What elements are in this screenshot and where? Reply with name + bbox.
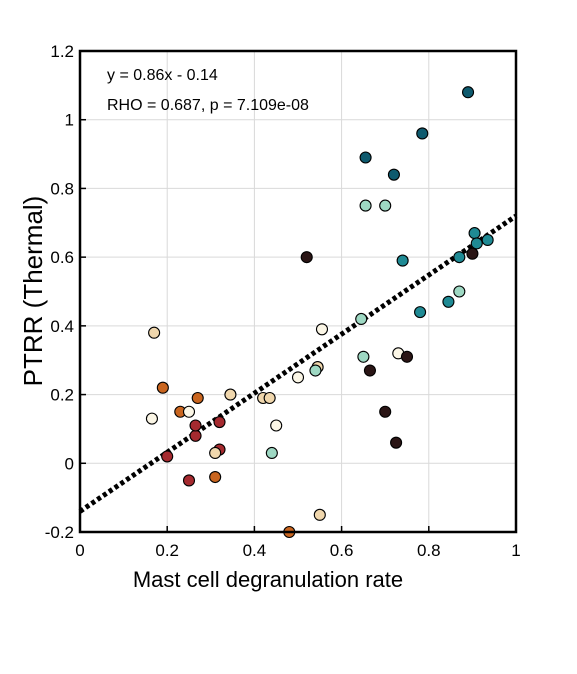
data-point: [359, 199, 372, 212]
data-point: [359, 151, 372, 164]
x-axis-label: Mast cell degranulation rate: [133, 567, 403, 592]
data-point: [224, 388, 237, 401]
data-point: [357, 350, 370, 363]
y-tick-label: 0.8: [50, 179, 74, 198]
data-point: [461, 86, 475, 99]
data-point: [396, 254, 409, 267]
data-point: [390, 436, 403, 449]
y-tick-label: -0.2: [45, 523, 74, 542]
data-point: [156, 381, 169, 394]
x-tick-label: 0.2: [155, 541, 179, 560]
y-tick-label: 0.6: [50, 248, 74, 267]
x-tick-label: 0.6: [330, 541, 354, 560]
data-point: [470, 237, 483, 250]
data-point: [182, 405, 196, 418]
data-point: [315, 323, 329, 336]
data-point: [387, 168, 400, 181]
y-tick-label: 1.2: [50, 42, 74, 61]
data-point: [466, 247, 479, 260]
data-point: [355, 312, 368, 326]
y-tick-label: 0.4: [50, 317, 74, 336]
data-point: [363, 364, 376, 377]
data-point: [468, 227, 481, 240]
data-point: [291, 371, 305, 384]
ticks-layer: [79, 50, 517, 533]
data-point: [313, 508, 326, 521]
data-point: [189, 419, 202, 432]
data-point: [209, 470, 222, 484]
y-axis-label: PTRR (Thermal): [18, 196, 48, 387]
data-point: [161, 450, 174, 463]
data-point: [209, 446, 222, 460]
x-tick-label: 0: [75, 541, 84, 560]
data-point: [213, 416, 226, 429]
data-point: [442, 295, 455, 308]
y-tick-label: 0.2: [50, 386, 74, 405]
x-tick-label: 0.8: [417, 541, 441, 560]
data-point: [481, 233, 494, 247]
data-point: [265, 446, 278, 460]
data-point: [414, 306, 427, 319]
data-point: [182, 474, 196, 487]
data-point: [263, 391, 276, 405]
data-point: [379, 199, 392, 212]
data-point: [416, 127, 429, 140]
data-point: [453, 251, 466, 264]
data-point: [189, 429, 202, 442]
data-point: [379, 405, 392, 418]
data-point: [145, 412, 158, 425]
equation-annotation: y = 0.86x - 0.14: [107, 67, 218, 84]
data-point: [453, 285, 466, 298]
regression-line: [78, 213, 518, 514]
data-point: [191, 391, 204, 405]
correlation-annotation: RHO = 0.687, p = 7.109e-08: [107, 97, 309, 114]
data-point: [270, 419, 283, 432]
data-point: [309, 364, 322, 377]
data-point: [300, 251, 313, 264]
x-tick-label: 1: [511, 541, 520, 560]
x-tick-label: 0.4: [243, 541, 267, 560]
data-point: [400, 350, 414, 363]
x-tick-labels: 0 0.2 0.4 0.6 0.8 1: [75, 541, 520, 560]
data-point: [148, 326, 161, 339]
plot-frame: [78, 49, 518, 534]
points-layer: [145, 86, 494, 539]
y-tick-label: 1: [65, 111, 74, 130]
fit-line-layer: [78, 213, 518, 514]
y-tick-labels: -0.2 0 0.2 0.4 0.6 0.8 1 1.2: [45, 42, 74, 542]
y-tick-label: 0: [65, 454, 74, 473]
